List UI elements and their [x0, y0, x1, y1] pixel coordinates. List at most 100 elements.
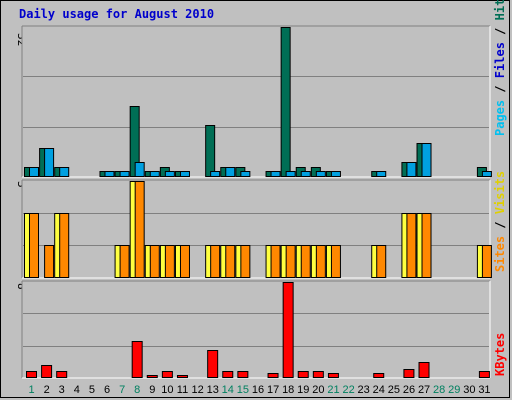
kbytes-bar-8 [131, 341, 143, 378]
files-bar-20 [315, 171, 326, 177]
files-bar-3 [59, 167, 70, 177]
files-bar-24 [376, 171, 387, 177]
files-label: Files [493, 42, 507, 78]
sites-bar-1 [29, 213, 39, 278]
sites-bar-18 [285, 245, 296, 278]
x-tick-23: 23 [358, 384, 370, 396]
x-tick-19: 19 [297, 384, 309, 396]
kbytes-bar-15 [237, 371, 249, 378]
panel-3-area [22, 281, 490, 378]
x-tick-6: 6 [104, 384, 110, 396]
kbytes-bar-20 [312, 371, 324, 378]
sites-bar-10 [164, 245, 175, 278]
hits-bar-18 [280, 27, 291, 177]
x-tick-2: 2 [44, 384, 50, 396]
files-bar-8 [134, 162, 145, 177]
hits-label: Hits [493, 0, 507, 20]
kbytes-bar-27 [418, 362, 430, 378]
files-bar-18 [285, 171, 296, 177]
x-tick-15: 15 [237, 384, 249, 396]
x-tick-13: 13 [207, 384, 219, 396]
separator: / [493, 20, 507, 42]
files-bar-2 [44, 148, 55, 177]
kbytes-bar-18 [282, 282, 294, 378]
kbytes-bar-21 [327, 373, 339, 378]
sites-bar-26 [406, 213, 417, 278]
sites-bar-20 [315, 245, 326, 278]
panel1-axis-label: Pages / Files / Hits [493, 0, 507, 136]
x-tick-1: 1 [28, 384, 34, 396]
x-tick-4: 4 [74, 384, 80, 396]
sites-bar-13 [210, 245, 221, 278]
x-tick-11: 11 [177, 384, 188, 396]
x-tick-10: 10 [161, 384, 173, 396]
panel-1-area [22, 26, 490, 177]
sites-label: Sites [493, 236, 507, 272]
sites-bar-31 [481, 245, 492, 278]
sites-bar-8 [134, 181, 145, 278]
kbytes-bar-13 [207, 350, 219, 378]
kbytes-bar-19 [297, 371, 309, 378]
files-bar-14 [225, 167, 236, 177]
x-tick-9: 9 [149, 384, 155, 396]
sites-bar-3 [59, 213, 70, 278]
sites-bar-19 [300, 245, 311, 278]
files-bar-31 [481, 171, 492, 177]
x-tick-5: 5 [89, 384, 95, 396]
files-bar-9 [149, 171, 160, 177]
sites-bar-9 [149, 245, 160, 278]
x-tick-31: 31 [478, 384, 490, 396]
files-bar-1 [29, 167, 39, 177]
sites-bar-2 [44, 245, 55, 278]
sites-bar-24 [376, 245, 387, 278]
x-tick-20: 20 [312, 384, 324, 396]
kbytes-bar-14 [222, 371, 234, 378]
files-bar-6 [104, 171, 115, 177]
x-tick-28: 28 [433, 384, 445, 396]
files-bar-13 [210, 171, 221, 177]
files-bar-19 [300, 171, 311, 177]
separator: / [493, 78, 507, 100]
chart-title: Daily usage for August 2010 [19, 7, 215, 21]
sites-bar-11 [179, 245, 190, 278]
sites-bar-7 [119, 245, 130, 278]
kbytes-bar-9 [146, 375, 158, 378]
kbytes-bar-26 [403, 369, 415, 378]
files-bar-10 [164, 171, 175, 177]
x-tick-29: 29 [448, 384, 460, 396]
x-tick-7: 7 [119, 384, 125, 396]
files-bar-11 [179, 171, 190, 177]
x-tick-26: 26 [403, 384, 415, 396]
x-tick-16: 16 [252, 384, 264, 396]
separator: / [493, 214, 507, 236]
panel2-axis-label: Sites / Visits [493, 171, 507, 272]
x-tick-14: 14 [222, 384, 234, 396]
x-tick-17: 17 [267, 384, 279, 396]
x-tick-12: 12 [191, 384, 203, 396]
files-bar-27 [421, 143, 432, 177]
kbytes-label: KBytes [493, 333, 507, 376]
files-bar-21 [330, 171, 341, 177]
kbytes-bar-2 [41, 365, 53, 378]
kbytes-bar-1 [26, 371, 37, 378]
files-bar-15 [240, 171, 251, 177]
files-bar-17 [270, 171, 281, 177]
x-tick-30: 30 [463, 384, 475, 396]
kbytes-bar-24 [373, 373, 385, 378]
kbytes-bar-3 [56, 371, 68, 378]
visits-label: Visits [493, 171, 507, 214]
kbytes-bar-31 [478, 371, 490, 378]
sites-bar-15 [240, 245, 251, 278]
x-tick-3: 3 [59, 384, 65, 396]
hits-bar-13 [205, 125, 216, 177]
sites-bar-27 [421, 213, 432, 278]
x-tick-8: 8 [134, 384, 140, 396]
pages-label: Pages [493, 100, 507, 136]
kbytes-bar-17 [267, 373, 279, 378]
kbytes-bar-11 [176, 375, 188, 378]
x-tick-24: 24 [373, 384, 385, 396]
sites-bar-21 [330, 245, 341, 278]
x-tick-25: 25 [388, 384, 400, 396]
